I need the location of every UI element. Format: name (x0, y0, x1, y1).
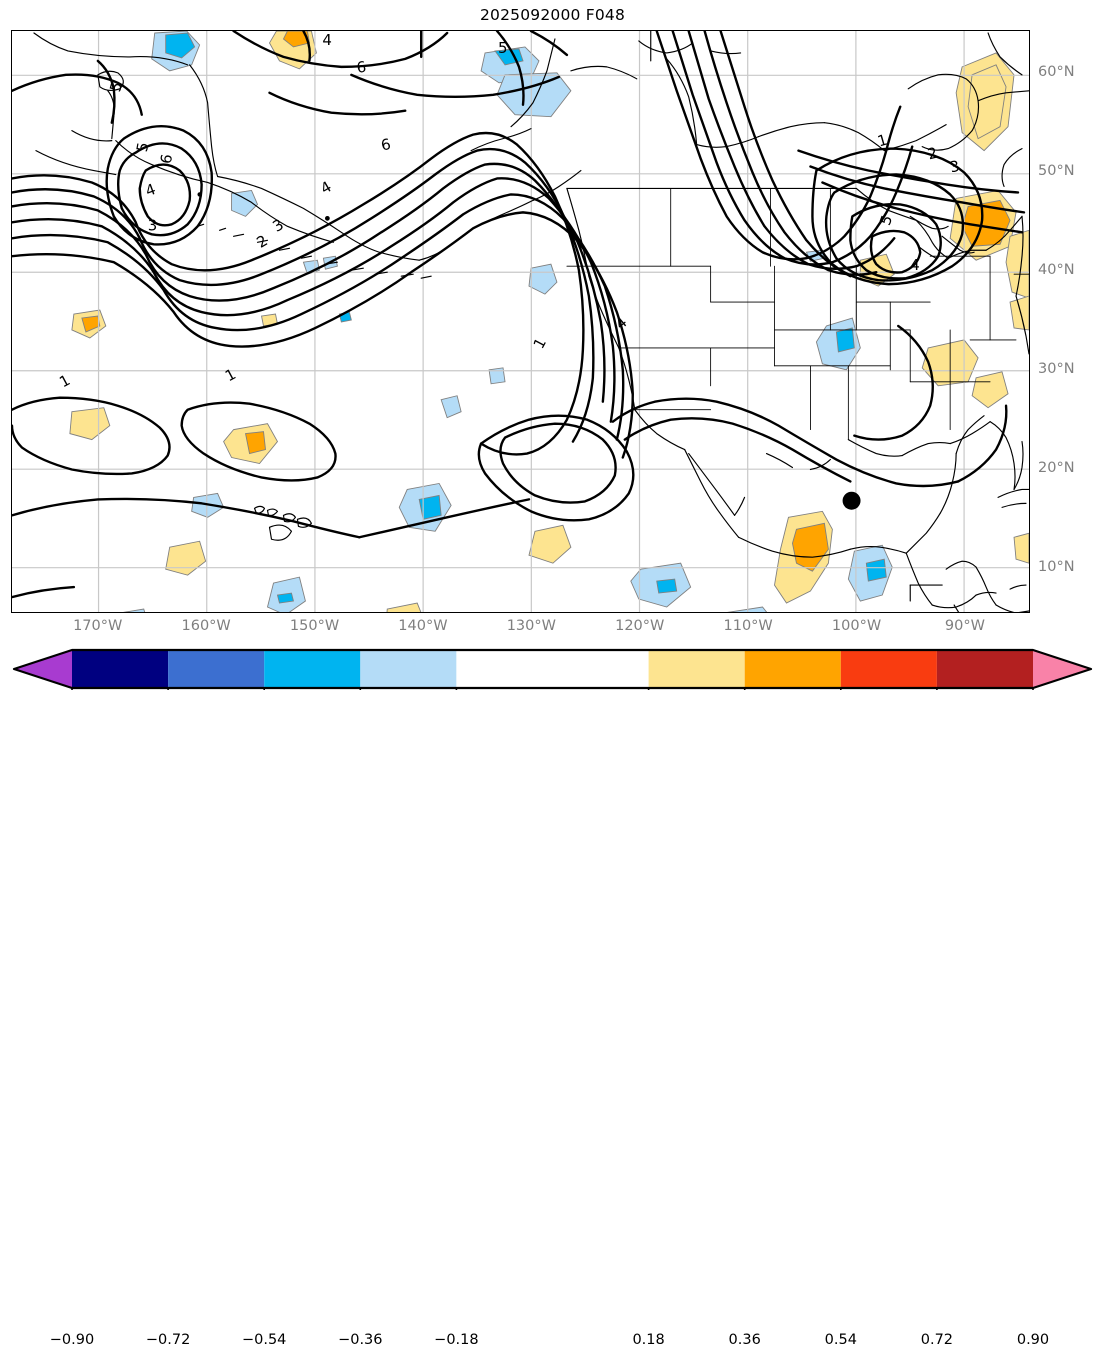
lon-label-100w: 100°W (831, 618, 882, 634)
lon-label-90w: 90°W (944, 618, 985, 634)
storm-position-dot[interactable] (842, 491, 861, 510)
lon-label-120w: 120°W (615, 618, 665, 634)
svg-text:2: 2 (254, 231, 271, 251)
cb-tick--0.72: −0.72 (145, 1332, 191, 1348)
colorbar[interactable]: −0.90 −0.72 −0.54 −0.36 −0.18 0.18 0.36 … (0, 648, 1105, 1348)
svg-text:6: 6 (157, 153, 176, 165)
svg-text:1: 1 (222, 365, 239, 385)
svg-text:4: 4 (612, 313, 631, 333)
figure-title: 2025092000 F048 (479, 6, 626, 24)
gridlines (12, 31, 1029, 612)
lon-label-110w: 110°W (723, 618, 773, 634)
cb-tick--0.36: −0.36 (338, 1332, 383, 1348)
cb-tick-0.54: 0.54 (824, 1332, 857, 1348)
colorbar-canvas (12, 648, 1093, 690)
lat-label-40n: 40°N (1038, 262, 1075, 279)
svg-text:6: 6 (379, 135, 392, 155)
colorbar-segments (14, 650, 1091, 688)
map-canvas: 5 6 4 5 5 6 4 3 6 2 3 4 1 4 1 1 1 (12, 31, 1029, 612)
svg-text:1: 1 (56, 371, 73, 391)
lon-label-170w: 170°W (73, 618, 123, 634)
svg-text:6: 6 (355, 58, 367, 77)
cb-tick-0.72: 0.72 (920, 1332, 954, 1348)
cb-tick-0.36: 0.36 (728, 1332, 761, 1348)
lat-label-20n: 20°N (1038, 459, 1075, 476)
lat-label-60n: 60°N (1038, 64, 1075, 81)
svg-text:1: 1 (530, 335, 550, 352)
svg-text:1: 1 (875, 131, 889, 151)
svg-text:4: 4 (910, 256, 920, 274)
lat-label-10n: 10°N (1038, 558, 1075, 575)
svg-text:5: 5 (106, 80, 126, 94)
svg-text:3: 3 (948, 157, 961, 177)
lon-label-140w: 140°W (398, 618, 448, 634)
map-panel[interactable]: 5 6 4 5 5 6 4 3 6 2 3 4 1 4 1 1 1 (11, 30, 1030, 613)
cb-tick--0.90: −0.90 (49, 1332, 95, 1348)
anomaly-shading-layer (69, 31, 1029, 612)
svg-text:4: 4 (317, 178, 334, 198)
cb-tick--0.18: −0.18 (434, 1332, 479, 1348)
colorbar-ticks (71, 688, 1034, 690)
cb-tick-0.90: 0.90 (1016, 1332, 1050, 1348)
svg-text:3: 3 (269, 215, 286, 235)
svg-text:5: 5 (498, 39, 508, 57)
figure-root: 2025092000 F048 (0, 6, 1105, 1348)
contour-layer (12, 31, 1026, 599)
svg-text:4: 4 (143, 180, 158, 200)
lon-label-130w: 130°W (506, 618, 556, 634)
lon-label-160w: 160°W (181, 618, 231, 634)
cb-tick-0.18: 0.18 (632, 1332, 665, 1348)
svg-text:4: 4 (322, 31, 332, 49)
svg-text:2: 2 (926, 144, 940, 164)
lat-label-50n: 50°N (1038, 163, 1075, 180)
cb-tick--0.54: −0.54 (241, 1332, 287, 1348)
svg-text:3: 3 (148, 216, 158, 234)
lon-label-150w: 150°W (289, 618, 340, 634)
lat-label-30n: 30°N (1038, 360, 1075, 377)
svg-text:5: 5 (133, 141, 152, 153)
